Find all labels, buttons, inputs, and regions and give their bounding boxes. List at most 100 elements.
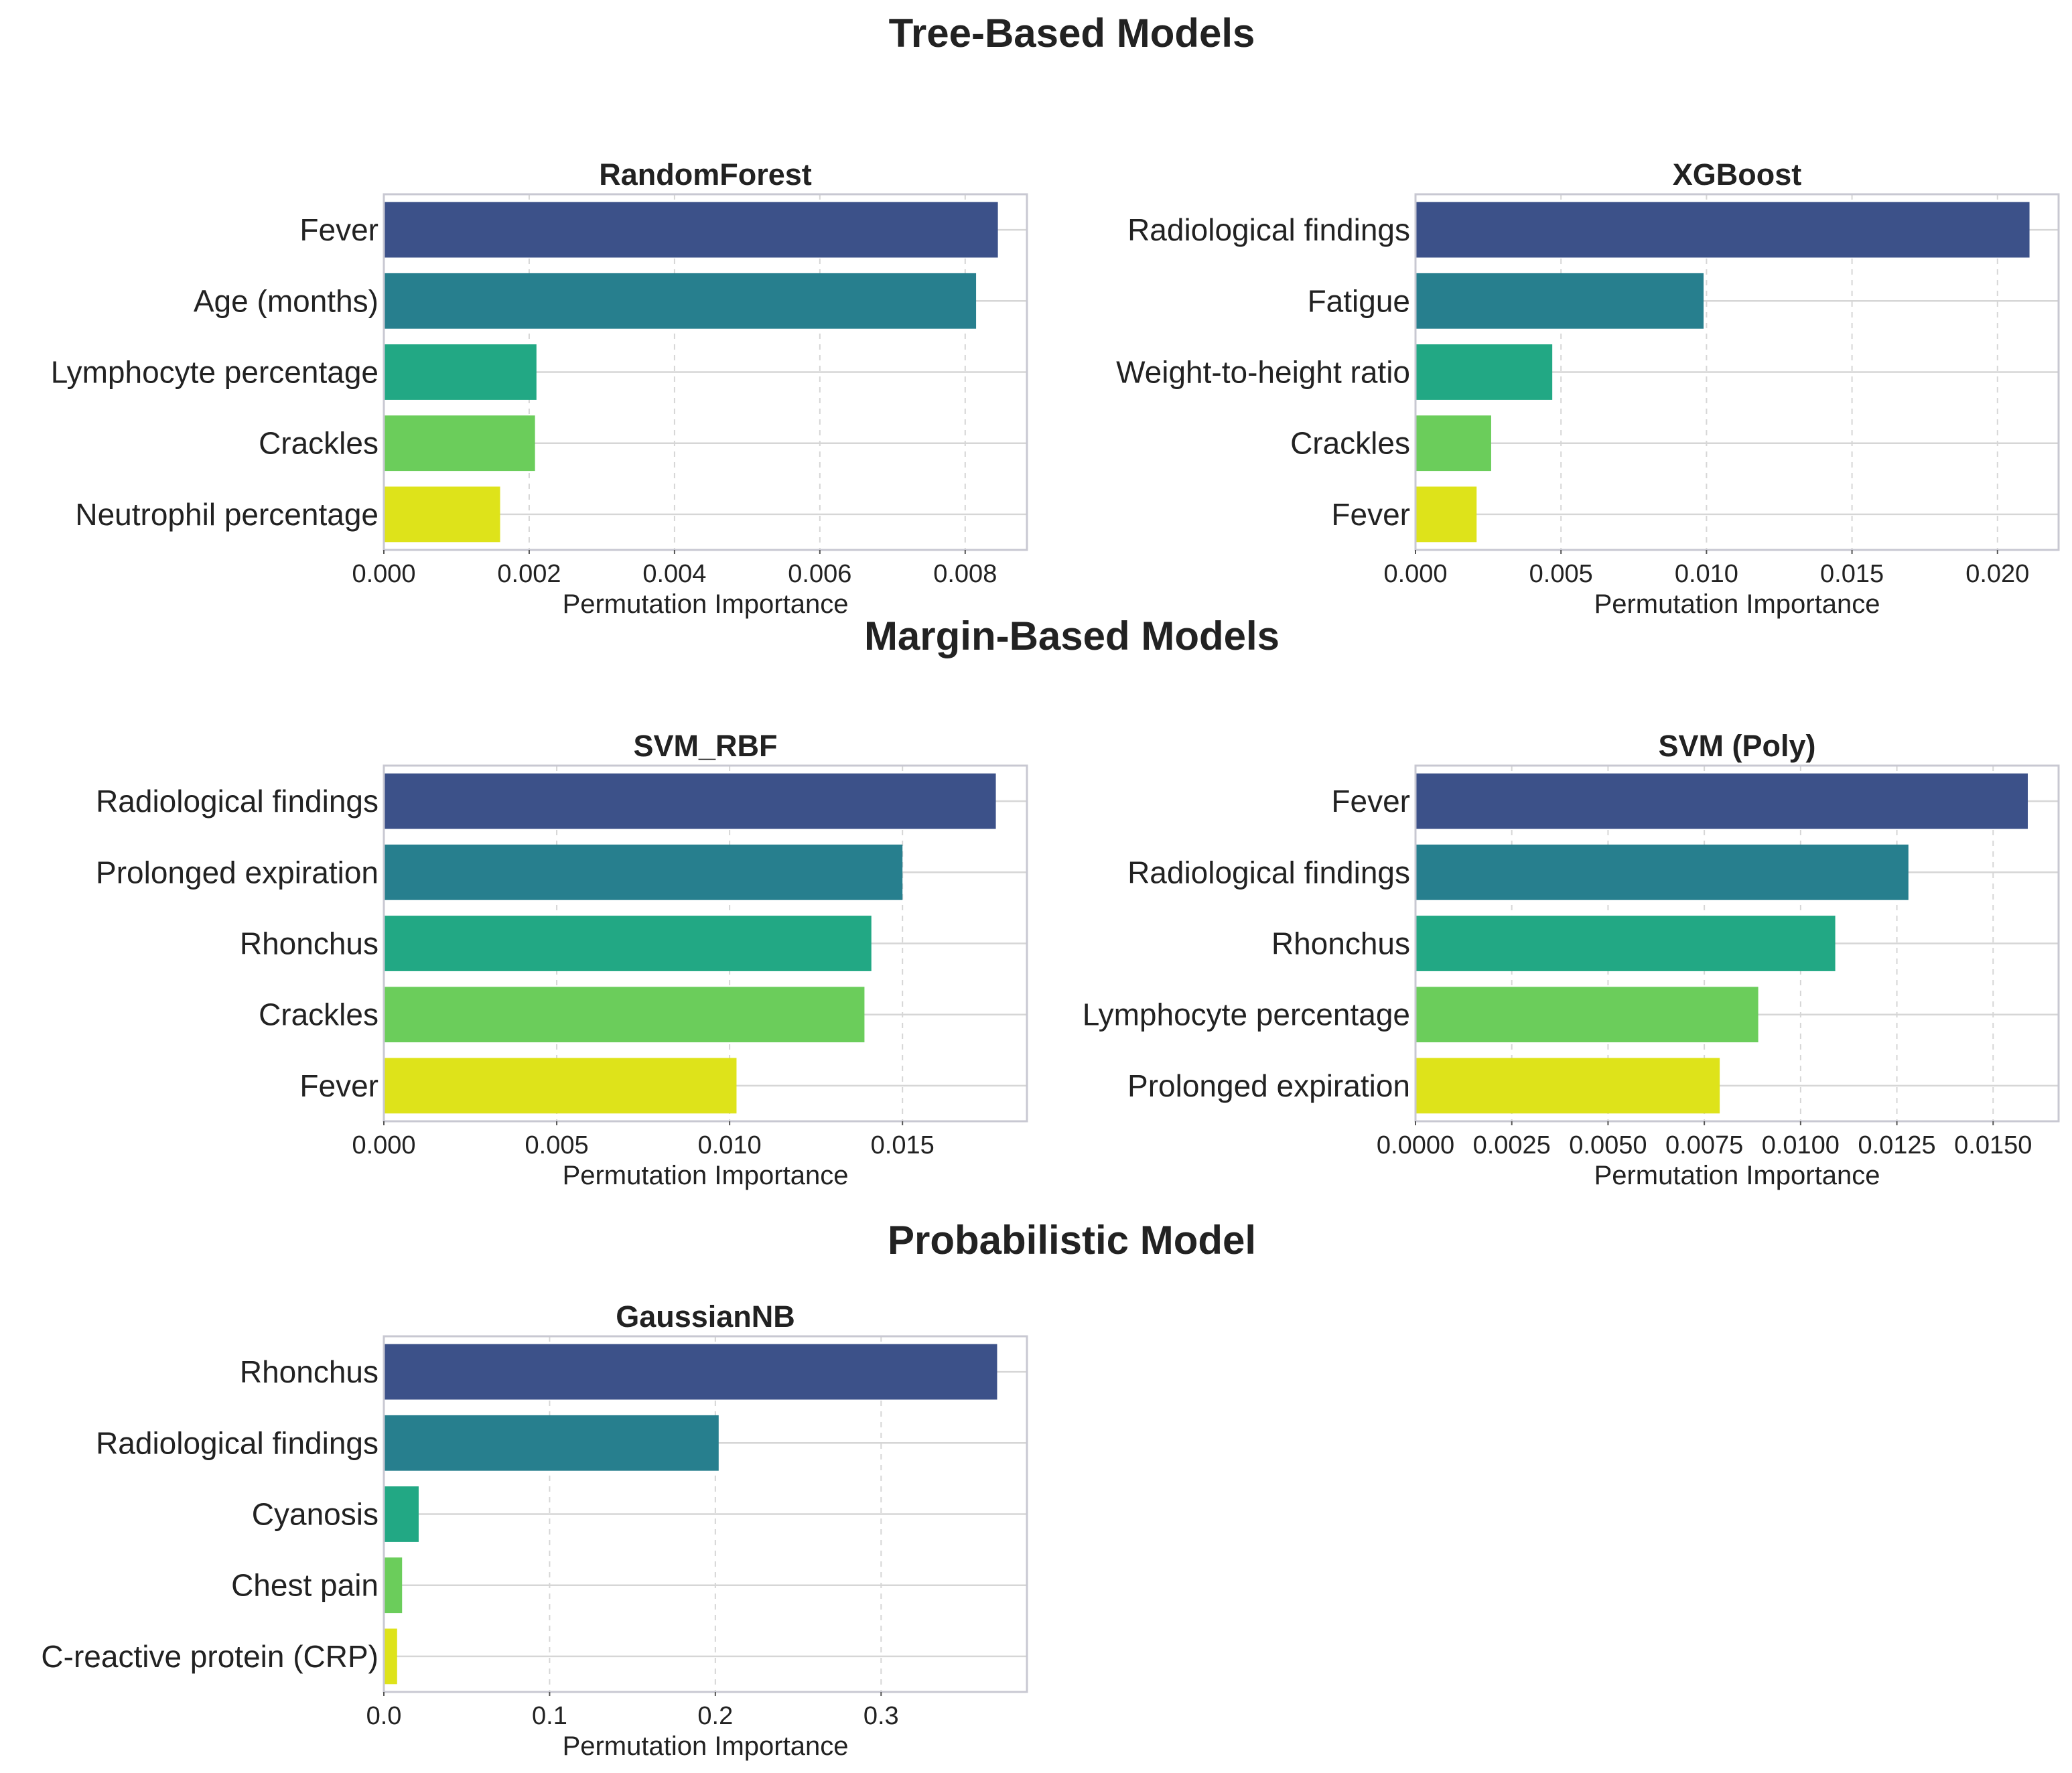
- y-tick-label: Fever: [1331, 497, 1410, 532]
- panel-title: RandomForest: [599, 157, 812, 192]
- y-tick-label: Radiological findings: [96, 1425, 378, 1460]
- x-tick-label: 0.2: [697, 1702, 733, 1730]
- y-tick-label: Prolonged expiration: [96, 855, 378, 890]
- y-tick-label: Lymphocyte percentage: [51, 355, 378, 390]
- bar-chest-pain: [384, 1557, 403, 1614]
- plot-frame: [383, 1335, 1028, 1693]
- bar-crackles: [1415, 415, 1491, 472]
- bar-lymphocyte-percentage: [384, 344, 537, 400]
- x-tick-label: 0.0100: [1762, 1131, 1840, 1159]
- bar-fever: [1415, 486, 1477, 543]
- x-tick-label: 0.0025: [1473, 1131, 1551, 1159]
- panel-title: XGBoost: [1673, 157, 1802, 192]
- x-tick-label: 0.000: [352, 1131, 415, 1159]
- x-tick-label: 0.0075: [1665, 1131, 1743, 1159]
- x-tick-label: 0.000: [352, 560, 415, 588]
- y-tick-label: Lymphocyte percentage: [1083, 997, 1410, 1032]
- x-axis-label: Permutation Importance: [1594, 1161, 1880, 1190]
- y-tick-label: Fever: [299, 1068, 378, 1103]
- y-tick-label: C-reactive protein (CRP): [41, 1639, 378, 1674]
- y-tick-label: Crackles: [259, 997, 378, 1032]
- y-tick-label: Prolonged expiration: [1127, 1068, 1410, 1103]
- x-tick-label: 0.010: [698, 1131, 762, 1159]
- bar-radiological-findings: [384, 773, 996, 829]
- y-tick-label: Age (months): [194, 283, 378, 318]
- bar-fever: [384, 1058, 737, 1114]
- y-tick-label: Crackles: [1290, 426, 1410, 461]
- x-tick-label: 0.015: [871, 1131, 935, 1159]
- x-tick-label: 0.0125: [1858, 1131, 1935, 1159]
- bar-lymphocyte-percentage: [1415, 987, 1758, 1043]
- bar-rhonchus: [1415, 916, 1836, 971]
- x-tick-label: 0.020: [1965, 560, 2029, 588]
- bar-age-months: [384, 273, 977, 329]
- x-axis-label: Permutation Importance: [563, 589, 849, 619]
- plot-frame: [383, 764, 1028, 1123]
- bar-prolonged-expiration: [1415, 1058, 1720, 1114]
- bar-radiological-findings: [1415, 844, 1909, 900]
- bar-weight-to-height-ratio: [1415, 344, 1553, 400]
- x-tick-label: 0.004: [642, 560, 706, 588]
- chart-panel-xgboost: Radiological findings Fatigue Weight-to-he…: [1116, 157, 2060, 619]
- x-axis-label: Permutation Importance: [563, 1731, 849, 1761]
- x-tick-label: 0.005: [525, 1131, 589, 1159]
- x-tick-label: 0.0000: [1377, 1131, 1454, 1159]
- y-tick-label: Radiological findings: [1127, 855, 1410, 890]
- chart-panel-randomforest: Fever Age (months) Lymphocyte percentage Cr…: [51, 157, 1028, 619]
- y-tick-label: Fatigue: [1308, 283, 1410, 318]
- y-tick-label: Neutrophil percentage: [75, 497, 378, 532]
- bar-prolonged-expiration: [384, 844, 903, 900]
- bar-radiological-findings: [1415, 202, 2030, 258]
- panel-title: GaussianNB: [616, 1299, 795, 1334]
- bar-crackles: [384, 987, 865, 1043]
- y-tick-label: Chest pain: [231, 1568, 378, 1603]
- bar-neutrophil-percentage: [384, 486, 500, 543]
- y-tick-label: Fever: [1331, 784, 1410, 819]
- plot-frame: [383, 193, 1028, 551]
- bar-fever: [1415, 773, 2028, 829]
- bar-fatigue: [1415, 273, 1704, 329]
- bar-cyanosis: [384, 1486, 419, 1542]
- bar-rhonchus: [384, 1344, 997, 1400]
- plot-frame: [1414, 193, 2060, 551]
- chart-panel-svm-rbf: Radiological findings Prolonged expiratio…: [96, 729, 1028, 1190]
- y-tick-label: Weight-to-height ratio: [1116, 355, 1410, 390]
- chart-panel-svm-poly: Fever Radiological findings Rhonchus Lympho…: [1083, 729, 2060, 1190]
- x-axis-label: Permutation Importance: [563, 1161, 849, 1190]
- bar-fever: [384, 202, 998, 258]
- y-tick-label: Radiological findings: [96, 784, 378, 819]
- x-axis-label: Permutation Importance: [1594, 589, 1880, 619]
- panel-title: SVM_RBF: [633, 729, 777, 763]
- y-tick-label: Fever: [299, 212, 378, 247]
- y-tick-label: Crackles: [259, 426, 378, 461]
- y-tick-label: Cyanosis: [252, 1497, 378, 1532]
- x-tick-label: 0.3: [864, 1702, 899, 1730]
- x-tick-label: 0.006: [788, 560, 851, 588]
- bar-c-reactive-protein-crp: [384, 1628, 397, 1685]
- x-tick-label: 0.0150: [1954, 1131, 2032, 1159]
- section-title-probabilistic: Probabilistic Model: [888, 1218, 1256, 1263]
- y-tick-label: Rhonchus: [1271, 926, 1410, 961]
- y-tick-label: Rhonchus: [240, 1354, 378, 1389]
- bar-crackles: [384, 415, 535, 472]
- x-tick-label: 0.0: [366, 1702, 402, 1730]
- bar-radiological-findings: [384, 1415, 719, 1471]
- x-tick-label: 0.000: [1383, 560, 1447, 588]
- bar-rhonchus: [384, 916, 872, 971]
- x-tick-label: 0.010: [1675, 560, 1738, 588]
- x-tick-label: 0.008: [933, 560, 997, 588]
- panel-title: SVM (Poly): [1658, 729, 1815, 763]
- section-title-tree-based: Tree-Based Models: [889, 11, 1255, 56]
- y-tick-label: Radiological findings: [1127, 212, 1410, 247]
- x-tick-label: 0.005: [1529, 560, 1593, 588]
- x-tick-label: 0.0050: [1569, 1131, 1647, 1159]
- chart-panel-gaussiannb: Rhonchus Radiological findings Cyanosis Che…: [41, 1299, 1028, 1761]
- section-title-margin-based: Margin-Based Models: [864, 614, 1280, 658]
- chart-panels: Fever Age (months) Lymphocyte percentage Cr…: [41, 157, 2060, 1761]
- x-tick-label: 0.002: [497, 560, 561, 588]
- x-tick-label: 0.1: [532, 1702, 567, 1730]
- x-tick-label: 0.015: [1820, 560, 1884, 588]
- y-tick-label: Rhonchus: [240, 926, 378, 961]
- plot-frame: [1414, 764, 2060, 1123]
